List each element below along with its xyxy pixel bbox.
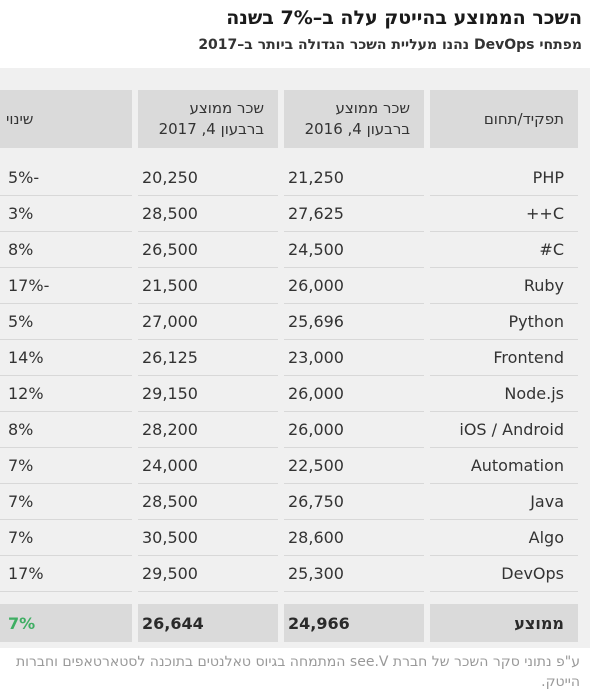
salary-table: תפקיד/תחום שכר ממוצע ברבעון 4, 2016 שכר מ… xyxy=(0,90,584,642)
average-2017-cell: 26,644 xyxy=(138,604,278,642)
salary-2016-cell: 26,000 xyxy=(284,376,424,412)
salary-2017-cell: 27,000 xyxy=(138,304,278,340)
column-header-2017: שכר ממוצע ברבעון 4, 2017 xyxy=(138,90,278,148)
role-cell: C++ xyxy=(430,196,578,232)
page-title: השכר הממוצע בהייטק עלה ב–7% בשנה xyxy=(226,7,582,29)
role-cell: iOS / Android xyxy=(430,412,578,448)
table-header-row: תפקיד/תחום שכר ממוצע ברבעון 4, 2016 שכר מ… xyxy=(0,90,578,148)
column-header-2016: שכר ממוצע ברבעון 4, 2016 xyxy=(284,90,424,148)
table-row: Java 26,750 28,500 7% xyxy=(0,484,578,520)
table-body: PHP 21,250 20,250 -5% C++ 27,625 28,500 3% C# 24,… xyxy=(0,148,578,642)
page-header: השכר הממוצע בהייטק עלה ב–7% בשנה מפתחי D… xyxy=(0,0,590,58)
salary-2016-cell: 27,625 xyxy=(284,196,424,232)
table-row: Automation 22,500 24,000 7% xyxy=(0,448,578,484)
average-2016-cell: 24,966 xyxy=(284,604,424,642)
table-row: DevOps 25,300 29,500 17% xyxy=(0,556,578,592)
salary-2017-cell: 28,200 xyxy=(138,412,278,448)
salary-2016-cell: 25,300 xyxy=(284,556,424,592)
change-cell: 7% xyxy=(0,484,132,520)
salary-2017-cell: 24,000 xyxy=(138,448,278,484)
salary-2016-cell: 21,250 xyxy=(284,160,424,196)
role-cell: C# xyxy=(430,232,578,268)
change-cell: 8% xyxy=(0,232,132,268)
table-row: Algo 28,600 30,500 7% xyxy=(0,520,578,556)
average-row: ממוצע 24,966 26,644 7% xyxy=(0,604,578,642)
salary-2017-cell: 28,500 xyxy=(138,196,278,232)
salary-2017-cell: 29,500 xyxy=(138,556,278,592)
change-cell: 12% xyxy=(0,376,132,412)
source-note: ע"פ נתוני סקר השכר של חברת see.V המתמחה … xyxy=(15,654,580,690)
change-cell: 7% xyxy=(0,520,132,556)
salary-2016-cell: 22,500 xyxy=(284,448,424,484)
header-line: שכר ממוצע xyxy=(335,99,410,117)
header-line: ברבעון 4, 2017 xyxy=(158,120,264,138)
change-cell: 8% xyxy=(0,412,132,448)
change-cell: 7% xyxy=(0,448,132,484)
salary-2016-cell: 26,000 xyxy=(284,268,424,304)
table-panel: תפקיד/תחום שכר ממוצע ברבעון 4, 2016 שכר מ… xyxy=(0,68,590,648)
header-line: ברבעון 4, 2016 xyxy=(304,120,410,138)
salary-2016-cell: 28,600 xyxy=(284,520,424,556)
role-cell: Java xyxy=(430,484,578,520)
salary-2017-cell: 29,150 xyxy=(138,376,278,412)
salary-2016-cell: 25,696 xyxy=(284,304,424,340)
change-cell: 3% xyxy=(0,196,132,232)
table-row: iOS / Android 26,000 28,200 8% xyxy=(0,412,578,448)
salary-2017-cell: 26,125 xyxy=(138,340,278,376)
average-change-cell: 7% xyxy=(0,604,132,642)
role-cell: Node.js xyxy=(430,376,578,412)
salary-2016-cell: 23,000 xyxy=(284,340,424,376)
role-cell: DevOps xyxy=(430,556,578,592)
change-cell: 5% xyxy=(0,304,132,340)
table-row: C# 24,500 26,500 8% xyxy=(0,232,578,268)
change-cell: 14% xyxy=(0,340,132,376)
role-cell: Automation xyxy=(430,448,578,484)
salary-2016-cell: 26,750 xyxy=(284,484,424,520)
role-cell: Frontend xyxy=(430,340,578,376)
salary-2016-cell: 26,000 xyxy=(284,412,424,448)
role-cell: Algo xyxy=(430,520,578,556)
change-cell: 17% xyxy=(0,556,132,592)
role-cell: Python xyxy=(430,304,578,340)
salary-2017-cell: 26,500 xyxy=(138,232,278,268)
salary-2016-cell: 24,500 xyxy=(284,232,424,268)
page-subtitle: מפתחי DevOps נהנו מעליית השכר הגדולה ביו… xyxy=(198,37,582,53)
table-row: Node.js 26,000 29,150 12% xyxy=(0,376,578,412)
change-cell: -17% xyxy=(0,268,132,304)
salary-2017-cell: 21,500 xyxy=(138,268,278,304)
role-cell: Ruby xyxy=(430,268,578,304)
salary-2017-cell: 30,500 xyxy=(138,520,278,556)
table-row: PHP 21,250 20,250 -5% xyxy=(0,160,578,196)
table-row: Python 25,696 27,000 5% xyxy=(0,304,578,340)
header-line: שכר ממוצע xyxy=(189,99,264,117)
salary-2017-cell: 20,250 xyxy=(138,160,278,196)
table-row: Ruby 26,000 21,500 -17% xyxy=(0,268,578,304)
average-label: ממוצע xyxy=(430,604,578,642)
column-header-role: תפקיד/תחום xyxy=(430,90,578,148)
table-row: C++ 27,625 28,500 3% xyxy=(0,196,578,232)
column-header-change: שינוי xyxy=(0,90,132,148)
table-row: Frontend 23,000 26,125 14% xyxy=(0,340,578,376)
role-cell: PHP xyxy=(430,160,578,196)
salary-2017-cell: 28,500 xyxy=(138,484,278,520)
change-cell: -5% xyxy=(0,160,132,196)
